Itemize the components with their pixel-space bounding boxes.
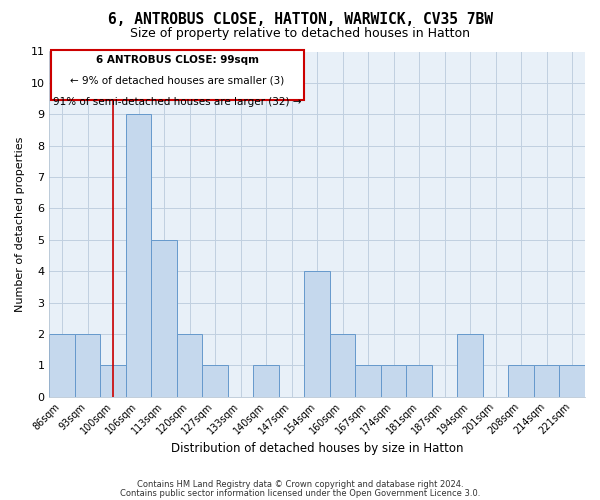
Text: Size of property relative to detached houses in Hatton: Size of property relative to detached ho… bbox=[130, 28, 470, 40]
Bar bbox=[559, 366, 585, 396]
Bar bbox=[75, 334, 100, 396]
Text: Contains HM Land Registry data © Crown copyright and database right 2024.: Contains HM Land Registry data © Crown c… bbox=[137, 480, 463, 489]
Bar bbox=[253, 366, 279, 396]
Bar bbox=[304, 271, 330, 396]
Bar bbox=[457, 334, 483, 396]
Y-axis label: Number of detached properties: Number of detached properties bbox=[15, 136, 25, 312]
Bar bbox=[49, 334, 75, 396]
Text: 6, ANTROBUS CLOSE, HATTON, WARWICK, CV35 7BW: 6, ANTROBUS CLOSE, HATTON, WARWICK, CV35… bbox=[107, 12, 493, 28]
Bar bbox=[100, 366, 126, 396]
Text: 91% of semi-detached houses are larger (32) →: 91% of semi-detached houses are larger (… bbox=[53, 96, 302, 106]
Bar bbox=[177, 334, 202, 396]
Text: ← 9% of detached houses are smaller (3): ← 9% of detached houses are smaller (3) bbox=[70, 76, 284, 86]
Bar bbox=[508, 366, 534, 396]
Bar bbox=[126, 114, 151, 396]
Text: 6 ANTROBUS CLOSE: 99sqm: 6 ANTROBUS CLOSE: 99sqm bbox=[96, 55, 259, 65]
Bar bbox=[355, 366, 381, 396]
Bar bbox=[534, 366, 559, 396]
Bar bbox=[406, 366, 432, 396]
X-axis label: Distribution of detached houses by size in Hatton: Distribution of detached houses by size … bbox=[171, 442, 463, 455]
Text: Contains public sector information licensed under the Open Government Licence 3.: Contains public sector information licen… bbox=[120, 488, 480, 498]
Bar bbox=[151, 240, 177, 396]
Bar bbox=[202, 366, 228, 396]
Bar bbox=[381, 366, 406, 396]
FancyBboxPatch shape bbox=[50, 50, 304, 100]
Bar bbox=[330, 334, 355, 396]
